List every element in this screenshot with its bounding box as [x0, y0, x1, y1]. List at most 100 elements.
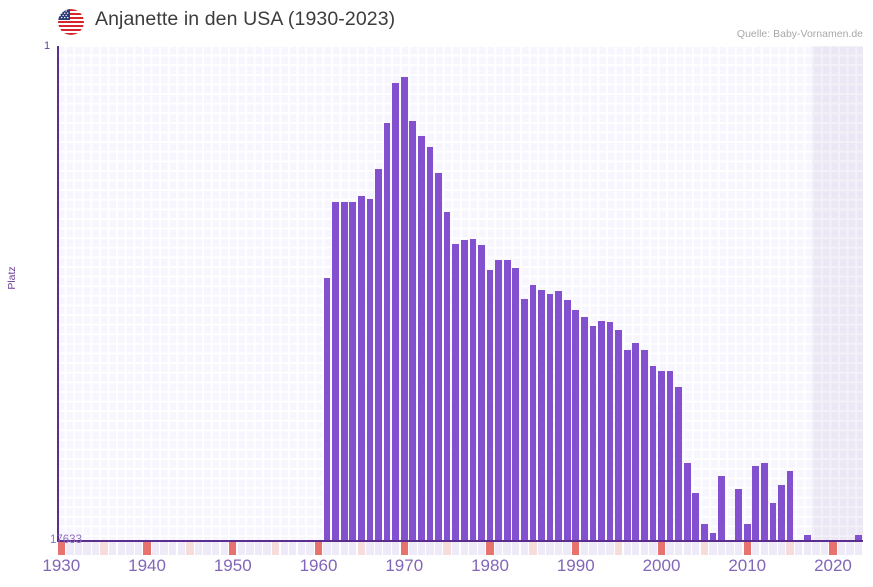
- bar-1975: [443, 211, 451, 541]
- x-tick-2009: [734, 542, 743, 555]
- x-tick-label-1970: 1970: [385, 556, 424, 575]
- x-tick-1940: [143, 542, 151, 555]
- bar-1974: [435, 172, 442, 541]
- x-tick-label-1980: 1980: [471, 556, 509, 575]
- x-tick-2012: [760, 542, 769, 555]
- x-tick-label-2000: 2000: [642, 556, 681, 575]
- x-tick-1945: [186, 542, 194, 555]
- x-tick-1994: [606, 542, 614, 555]
- x-tick-2023: [855, 542, 863, 555]
- x-tick-1966: [366, 542, 374, 555]
- bar-1992: [589, 325, 597, 541]
- bar-2002: [675, 387, 682, 541]
- x-tick-1972: [417, 542, 426, 555]
- bar-1990: [572, 309, 580, 541]
- x-tick-2022: [846, 542, 854, 555]
- x-tick-1938: [126, 542, 134, 555]
- x-tick-2007: [717, 542, 726, 555]
- x-tick-2016: [795, 542, 803, 555]
- page-title: Anjanette in den USA (1930-2023): [95, 8, 396, 30]
- x-tick-1935: [100, 542, 108, 555]
- x-tick-1954: [263, 542, 271, 555]
- bar-2003: [683, 463, 691, 541]
- bar-1984: [520, 299, 528, 541]
- x-tick-2020: [829, 542, 837, 555]
- x-tick-1933: [83, 542, 91, 555]
- bar-2006: [709, 533, 717, 541]
- x-tick-1991: [580, 542, 588, 555]
- x-tick-2004: [692, 542, 700, 555]
- x-tick-1990: [572, 542, 580, 555]
- bar-2004: [692, 493, 700, 541]
- x-tick-2010: [743, 542, 751, 555]
- x-tick-1962: [331, 542, 340, 555]
- x-tick-1999: [649, 542, 657, 555]
- x-tick-1944: [177, 542, 185, 555]
- bar-1999: [649, 365, 657, 541]
- bar-2014: [778, 485, 785, 541]
- bar-1969: [392, 83, 400, 541]
- bar-series-platz: [57, 46, 863, 541]
- bar-2015: [786, 470, 794, 541]
- bar-2000: [658, 371, 665, 541]
- bar-1963: [340, 201, 348, 541]
- x-tick-2019: [820, 542, 829, 555]
- bar-1981: [495, 260, 502, 541]
- x-tick-1992: [589, 542, 597, 555]
- x-tick-1989: [563, 542, 571, 555]
- y-axis-title: Platz: [6, 266, 18, 290]
- x-tick-2008: [726, 542, 734, 555]
- x-tick-1956: [280, 542, 288, 555]
- chart-header: Anjanette in den USA (1930-2023) Quelle:…: [0, 0, 873, 42]
- x-tick-label-1960: 1960: [299, 556, 338, 575]
- bar-1966: [366, 199, 374, 541]
- x-tick-1984: [520, 542, 528, 555]
- bar-1965: [358, 196, 365, 541]
- x-tick-1943: [169, 542, 177, 555]
- x-tick-1978: [469, 542, 477, 555]
- x-axis-tick-labels: 1930 1940 1950 1960 1970 1980 1990 2000 2010 2020: [42, 556, 863, 584]
- bar-2009: [735, 489, 742, 541]
- y-axis-line: [57, 46, 59, 541]
- bar-1997: [632, 342, 640, 541]
- x-tick-1932: [74, 542, 83, 555]
- x-tick-1934: [91, 542, 100, 555]
- x-tick-1995: [614, 542, 623, 555]
- x-tick-1980: [486, 542, 494, 555]
- x-tick-2000: [657, 542, 666, 555]
- x-tick-1947: [203, 542, 211, 555]
- bar-2017: [803, 534, 811, 541]
- x-tick-1968: [383, 542, 391, 555]
- x-axis-tick-strip: [57, 542, 863, 555]
- bar-1962: [332, 201, 339, 541]
- x-tick-2011: [752, 542, 760, 555]
- bar-1979: [478, 245, 485, 541]
- bar-2001: [666, 371, 674, 541]
- x-tick-2013: [769, 542, 777, 555]
- x-tick-1931: [66, 542, 74, 555]
- bar-1991: [580, 317, 588, 541]
- x-tick-label-1940: 1940: [128, 556, 166, 575]
- bar-1973: [426, 146, 434, 541]
- bar-1983: [512, 267, 520, 541]
- x-tick-1951: [237, 542, 246, 555]
- x-tick-1963: [340, 542, 348, 555]
- bar-1977: [460, 240, 468, 541]
- bar-1986: [538, 290, 545, 541]
- x-tick-1950: [229, 542, 237, 555]
- bar-1971: [409, 120, 417, 541]
- x-tick-1930: [57, 542, 65, 555]
- x-tick-1998: [640, 542, 649, 555]
- x-tick-1937: [117, 542, 125, 555]
- bar-1980: [486, 269, 494, 541]
- bar-2010: [743, 524, 751, 541]
- x-tick-1952: [246, 542, 254, 555]
- bar-2012: [761, 463, 768, 541]
- x-tick-1996: [623, 542, 631, 555]
- bar-1998: [641, 350, 648, 541]
- bar-1996: [623, 349, 631, 541]
- x-tick-2002: [674, 542, 683, 555]
- x-tick-2017: [803, 542, 811, 555]
- x-tick-1985: [529, 542, 537, 555]
- x-tick-1965: [357, 542, 366, 555]
